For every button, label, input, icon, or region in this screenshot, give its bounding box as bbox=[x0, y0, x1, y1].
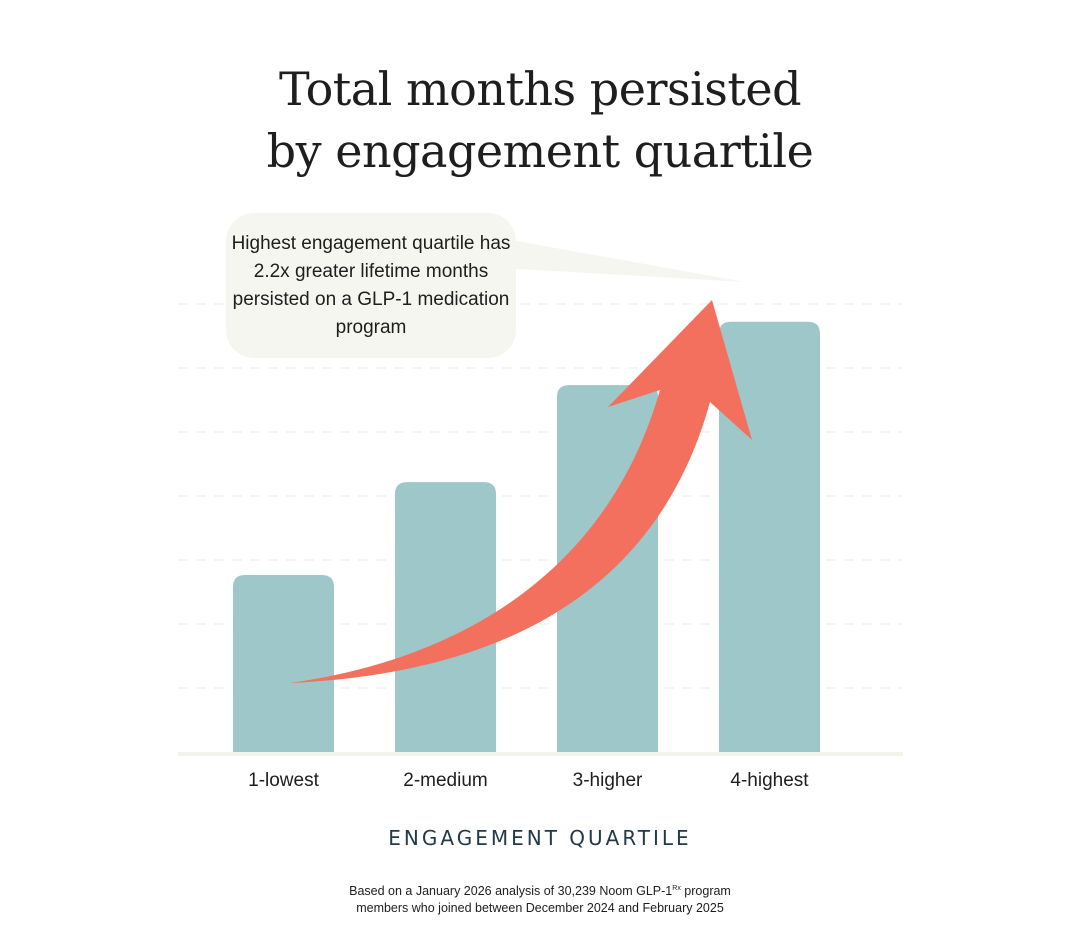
x-axis-title: ENGAGEMENT QUARTILE bbox=[388, 826, 692, 850]
gridlines bbox=[178, 303, 903, 689]
footnote: Based on a January 2026 analysis of 30,2… bbox=[0, 880, 1080, 917]
footnote-line-1-text: Based on a January 2026 analysis of 30,2… bbox=[349, 884, 673, 898]
footnote-superscript: Rx bbox=[672, 885, 681, 892]
footnote-line-2: members who joined between December 2024… bbox=[356, 901, 724, 915]
footnote-line-1: Based on a January 2026 analysis of 30,2… bbox=[0, 880, 1080, 900]
x-tick-label-3-higher: 3-higher bbox=[573, 770, 643, 791]
x-tick-label-1-lowest: 1-lowest bbox=[248, 770, 319, 791]
chart-title-line-2: by engagement quartile bbox=[266, 124, 814, 178]
bar-1-lowest bbox=[233, 575, 334, 752]
x-tick-label-4-highest: 4-highest bbox=[730, 770, 809, 791]
footnote-line-1-end: program bbox=[680, 884, 731, 898]
chart-title-line-1: Total months persisted bbox=[278, 62, 802, 116]
callout-pointer bbox=[500, 238, 745, 282]
trend-arrow bbox=[290, 300, 752, 683]
callout-box bbox=[226, 213, 516, 358]
callout-bubble bbox=[226, 213, 745, 358]
bar-2-medium bbox=[395, 482, 496, 752]
x-tick-labels: 1-lowest 2-medium 3-higher 4-highest bbox=[248, 770, 809, 791]
chart-title: Total months persisted by engagement qua… bbox=[0, 58, 1080, 182]
callout-text: Highest engagement quartile has 2.2x gre… bbox=[231, 233, 511, 338]
x-tick-label-2-medium: 2-medium bbox=[403, 770, 487, 791]
